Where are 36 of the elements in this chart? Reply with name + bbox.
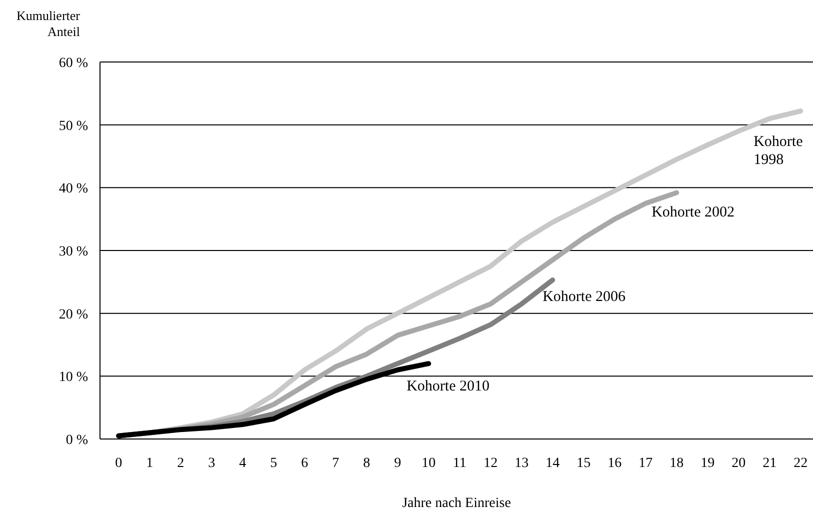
x-tick-label: 10 [422,456,436,471]
x-tick-label: 20 [732,456,746,471]
x-tick-label: 8 [363,456,370,471]
x-tick-label: 0 [115,456,122,471]
x-tick-label: 1 [146,456,154,471]
x-tick-label: 6 [301,456,308,471]
x-axis-title: Jahre nach Einreise [402,496,511,511]
y-tick-label: 20 % [58,307,88,322]
series-label: Kohorte 2006 [542,289,626,306]
x-tick-label: 16 [608,456,622,471]
x-tick-label: 13 [514,456,529,471]
series-label: Kohorte 1998 [754,134,804,168]
x-tick-label: 14 [546,456,560,471]
x-tick-label: 17 [638,456,653,471]
x-tick-label: 9 [394,456,402,471]
y-tick-label: 60 % [58,56,88,71]
x-tick-label: 11 [452,456,466,471]
x-tick-label: 3 [208,456,216,471]
y-tick-label: 30 % [58,244,88,260]
x-tick-label: 22 [794,456,808,471]
x-tick-label: 18 [670,456,684,471]
y-tick-label: 0 % [66,432,88,448]
x-tick-label: 2 [177,456,184,471]
y-tick-label: 10 % [58,370,88,386]
y-axis-title: Kumulierter Anteil [16,8,81,39]
y-tick-label: 50 % [58,118,88,134]
x-tick-label: 7 [332,456,340,471]
x-tick-label: 5 [270,456,278,471]
x-tick-label: 15 [576,456,591,471]
x-tick-label: 19 [700,456,715,471]
series-label: Kohorte 2010 [406,378,490,395]
series-label: Kohorte 2002 [652,204,735,221]
x-tick-label: 12 [484,456,498,471]
y-tick-label: 40 % [58,182,88,197]
x-tick-label: 21 [762,456,777,471]
x-tick-label: 4 [239,456,246,471]
